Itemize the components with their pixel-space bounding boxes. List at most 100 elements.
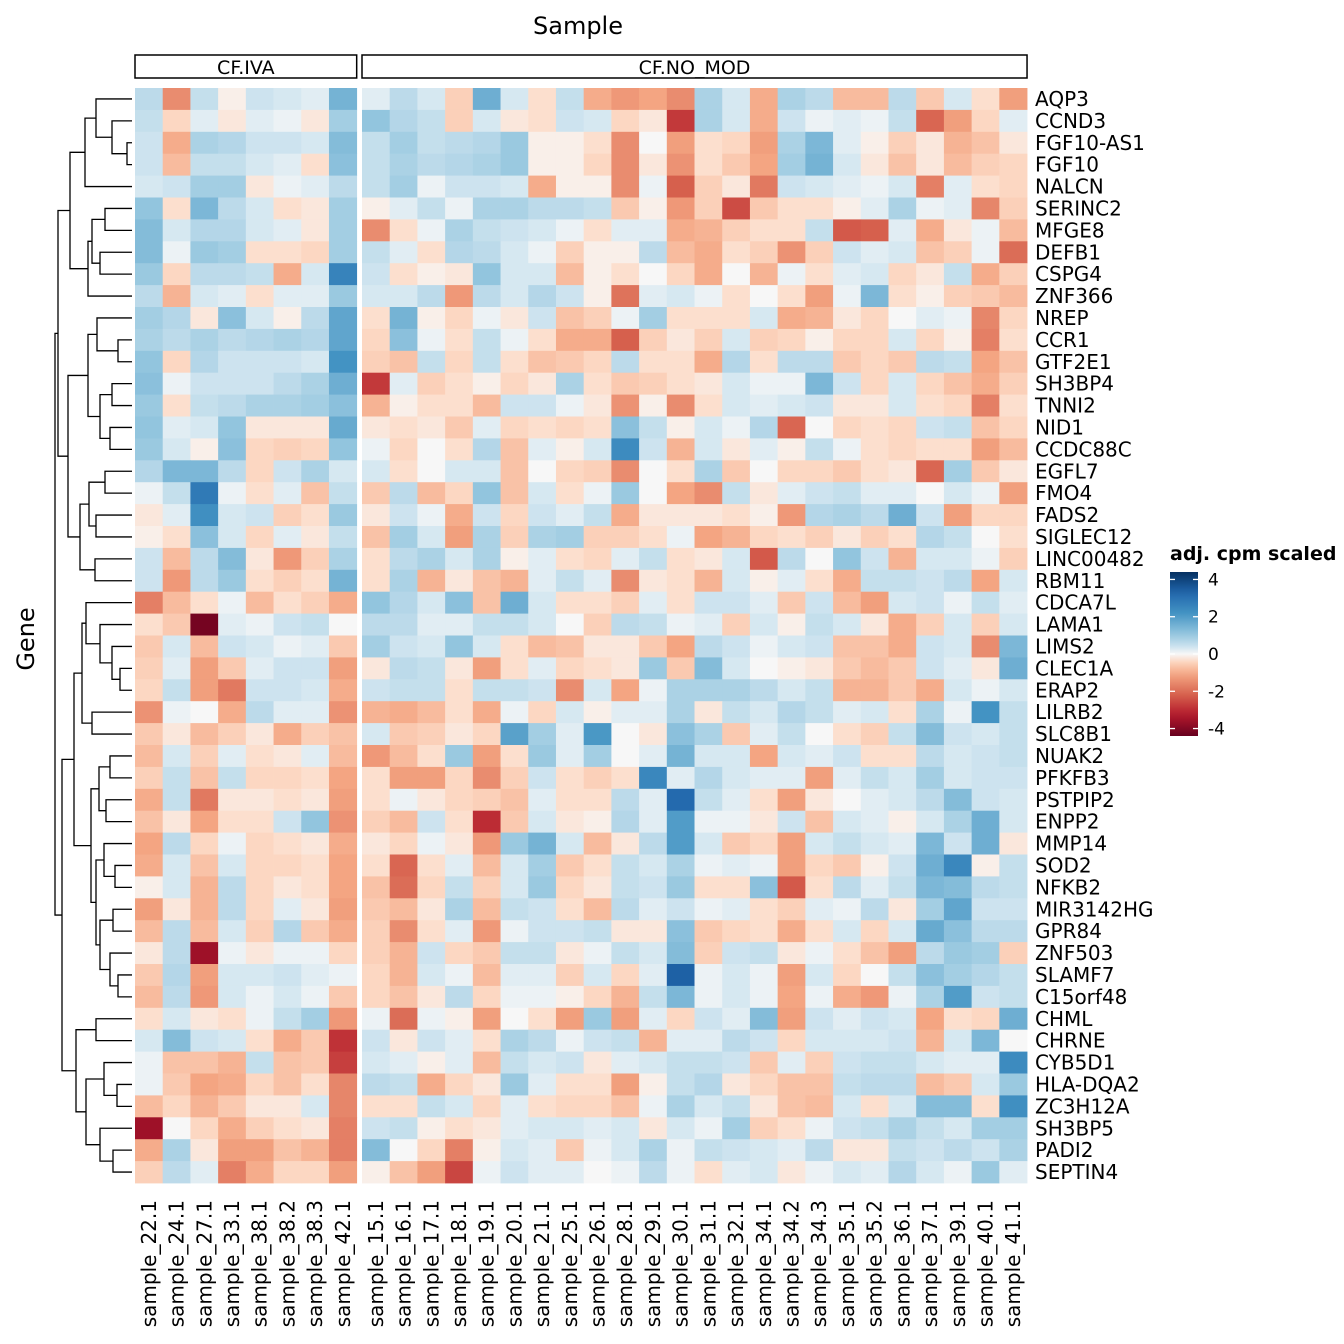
heatmap-cell bbox=[749, 438, 779, 461]
heatmap-cell bbox=[245, 635, 274, 658]
gene-label: SH3BP5 bbox=[1035, 1116, 1114, 1140]
sample-label: sample_37.1 bbox=[918, 1200, 942, 1327]
heatmap-cell bbox=[162, 394, 191, 417]
heatmap-cell bbox=[888, 1073, 917, 1096]
heatmap-cell bbox=[555, 898, 585, 921]
heatmap-cell bbox=[245, 438, 274, 461]
heatmap-cell bbox=[328, 1029, 358, 1052]
heatmap-cell bbox=[362, 679, 391, 702]
heatmap-cell bbox=[472, 416, 501, 439]
heatmap-cell bbox=[328, 438, 358, 461]
heatmap-cell bbox=[162, 350, 191, 374]
heatmap-cell bbox=[777, 416, 806, 439]
heatmap-cell bbox=[666, 942, 695, 965]
heatmap-cell bbox=[971, 876, 1000, 899]
heatmap-cell bbox=[639, 569, 668, 593]
heatmap-cell bbox=[943, 460, 973, 483]
sample-label: sample_25.1 bbox=[558, 1200, 582, 1327]
heatmap-cell bbox=[218, 263, 247, 286]
heatmap-cell bbox=[777, 372, 806, 395]
heatmap-cell bbox=[583, 88, 612, 111]
heatmap-cell bbox=[722, 460, 751, 483]
heatmap-cell bbox=[888, 438, 917, 461]
heatmap-cell bbox=[500, 219, 529, 242]
heatmap-cell bbox=[328, 153, 358, 176]
heatmap-cell bbox=[888, 723, 917, 746]
heatmap-cell bbox=[722, 153, 751, 176]
heatmap-cell bbox=[805, 482, 834, 505]
gene-label: RBM11 bbox=[1035, 569, 1105, 593]
heatmap-cell bbox=[805, 88, 834, 111]
heatmap-cell bbox=[583, 307, 612, 330]
heatmap-cell bbox=[218, 1139, 247, 1162]
heatmap-cell bbox=[328, 482, 358, 505]
dendrogram-branch bbox=[109, 426, 132, 450]
heatmap-cell bbox=[273, 657, 302, 680]
heatmap-cell bbox=[218, 591, 247, 614]
heatmap-cell bbox=[833, 153, 862, 176]
heatmap-cell bbox=[362, 1161, 391, 1184]
heatmap-cell bbox=[135, 285, 164, 308]
heatmap-cell bbox=[916, 723, 945, 746]
heatmap-cell bbox=[694, 1029, 723, 1052]
dendrogram-branch bbox=[119, 667, 132, 691]
heatmap-cell bbox=[639, 241, 668, 264]
heatmap-cell bbox=[301, 898, 330, 921]
heatmap-cell bbox=[722, 832, 751, 855]
heatmap-cell bbox=[389, 109, 418, 133]
heatmap-cell bbox=[916, 788, 945, 812]
heatmap-cell bbox=[999, 460, 1028, 483]
heatmap-cell bbox=[916, 131, 945, 155]
heatmap-cell bbox=[328, 372, 358, 395]
heatmap-cell bbox=[694, 416, 723, 439]
heatmap-cell bbox=[190, 175, 219, 198]
sample-label: sample_33.1 bbox=[220, 1200, 244, 1327]
heatmap-cell bbox=[833, 657, 862, 680]
heatmap-cell bbox=[162, 1095, 191, 1118]
heatmap-cell bbox=[301, 1095, 330, 1118]
heatmap-cell bbox=[611, 416, 640, 439]
heatmap-cell bbox=[528, 613, 557, 636]
heatmap-cell bbox=[611, 526, 640, 549]
heatmap-cell bbox=[555, 241, 585, 264]
heatmap-cell bbox=[666, 328, 695, 352]
heatmap-cell bbox=[389, 766, 418, 790]
heatmap-cell bbox=[777, 394, 806, 417]
heatmap-cell bbox=[273, 1139, 302, 1162]
heatmap-cell bbox=[639, 788, 668, 812]
heatmap-cell bbox=[999, 263, 1028, 286]
heatmap-cell bbox=[860, 964, 889, 987]
heatmap-cell bbox=[389, 657, 418, 680]
dendrogram-branch bbox=[99, 623, 132, 664]
heatmap-cell bbox=[833, 1161, 862, 1184]
heatmap-cell bbox=[943, 504, 973, 527]
heatmap-cell bbox=[301, 810, 330, 833]
heatmap-cell bbox=[971, 766, 1000, 790]
heatmap-cell bbox=[943, 241, 973, 264]
heatmap-cell bbox=[445, 219, 474, 242]
heatmap-cell bbox=[328, 569, 358, 593]
heatmap-cell bbox=[389, 591, 418, 614]
heatmap-cell bbox=[999, 920, 1028, 943]
heatmap-cell bbox=[417, 350, 446, 374]
heatmap-cell bbox=[943, 679, 973, 702]
dendrogram-branch bbox=[95, 98, 132, 138]
heatmap-cell bbox=[916, 263, 945, 286]
heatmap-cell bbox=[583, 657, 612, 680]
heatmap-cell bbox=[500, 547, 529, 571]
heatmap-cell bbox=[999, 766, 1028, 790]
heatmap-cell bbox=[777, 810, 806, 833]
heatmap-cell bbox=[445, 482, 474, 505]
heatmap-cell bbox=[860, 854, 889, 877]
heatmap-cell bbox=[805, 985, 834, 1009]
heatmap-cell bbox=[555, 723, 585, 746]
heatmap-cell bbox=[943, 1051, 973, 1074]
heatmap-cell bbox=[389, 854, 418, 877]
heatmap-cell bbox=[916, 569, 945, 593]
heatmap-cell bbox=[805, 745, 834, 768]
heatmap-cell bbox=[888, 219, 917, 242]
gene-label: FGF10 bbox=[1035, 153, 1099, 177]
heatmap-cell bbox=[694, 920, 723, 943]
heatmap-cell bbox=[328, 788, 358, 812]
heatmap-cell bbox=[500, 1007, 529, 1031]
